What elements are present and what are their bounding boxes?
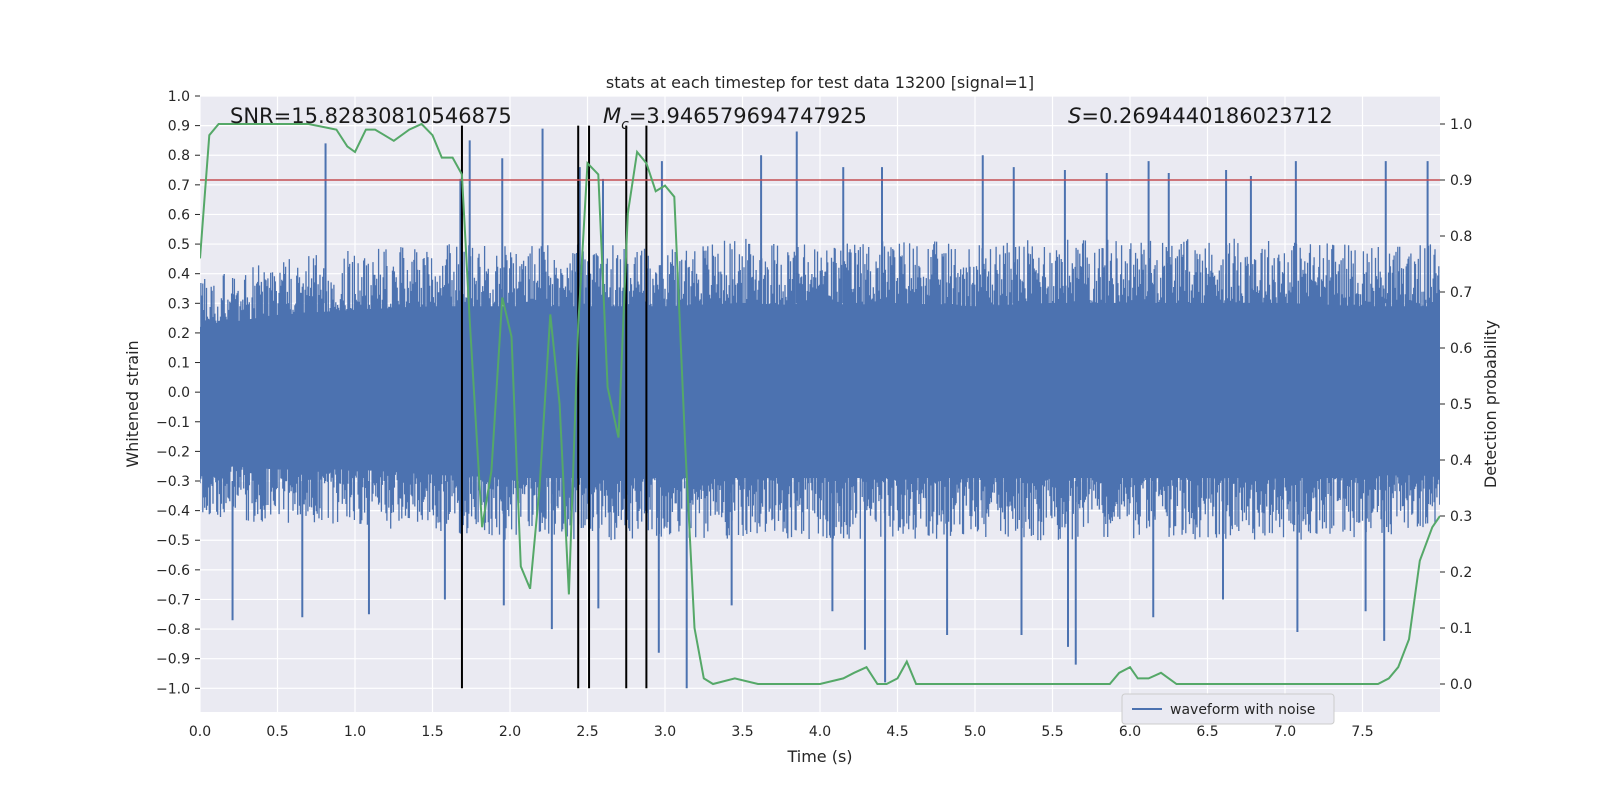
y-tick-label-right: 0.1: [1450, 621, 1472, 637]
x-tick-label: 5.0: [964, 724, 986, 740]
s-value: =0.2694440186023712: [1081, 104, 1332, 128]
s-symbol: S: [1068, 104, 1081, 128]
x-tick-label: 4.5: [886, 724, 908, 740]
x-tick-label: 3.0: [654, 724, 676, 740]
axes: 0.0 0.5 1.0 1.5 2.0 2.5 3.0 3.5 4.0 4.5 5.0 5.5 6.0 6…: [156, 89, 1472, 740]
y-tick-label-right: 1.0: [1450, 117, 1472, 133]
y-tick-label-left: 0.7: [168, 178, 190, 194]
y-tick-label-left: −0.6: [156, 563, 190, 579]
x-tick-label: 6.5: [1196, 724, 1218, 740]
y-tick-label-left: 0.4: [168, 267, 190, 283]
y-tick-label-left: 0.5: [168, 237, 190, 253]
y-tick-label-right: 0.8: [1450, 229, 1472, 245]
y-tick-label-left: −0.2: [156, 444, 190, 460]
x-tick-label: 1.0: [344, 724, 366, 740]
y-tick-label-left: −0.1: [156, 415, 190, 431]
y-tick-label-left: −0.5: [156, 533, 190, 549]
y-tick-label-left: 0.6: [168, 207, 190, 223]
y-tick-label-left: 0.8: [168, 148, 190, 164]
y-tick-label-right: 0.4: [1450, 453, 1472, 469]
y-tick-label-left: 1.0: [168, 89, 190, 105]
snr-annotation: SNR=15.82830810546875: [230, 104, 512, 128]
plot-content: [200, 122, 1440, 689]
chirp-mass-annotation: Mc=3.946579694747925: [603, 104, 867, 133]
y-axis-label-right: Detection probability: [1481, 320, 1500, 488]
y-tick-label-right: 0.0: [1450, 677, 1472, 693]
x-tick-label: 5.5: [1041, 724, 1063, 740]
y-tick-label-left: 0.0: [168, 385, 190, 401]
y-tick-label-right: 0.5: [1450, 397, 1472, 413]
y-tick-label-left: 0.2: [168, 326, 190, 342]
legend: waveform with noise: [1121, 693, 1335, 725]
y-tick-label-left: 0.3: [168, 296, 190, 312]
x-tick-label: 7.0: [1274, 724, 1296, 740]
chirp-mass-symbol: M: [603, 104, 621, 128]
s-annotation: S=0.2694440186023712: [1068, 104, 1333, 128]
y-tick-label-left: −0.9: [156, 652, 190, 668]
y-tick-label-left: −0.3: [156, 474, 190, 490]
x-tick-label: 1.5: [421, 724, 443, 740]
x-tick-label: 2.0: [499, 724, 521, 740]
y-tick-label-left: 0.9: [168, 119, 190, 135]
x-tick-label: 0.5: [266, 724, 288, 740]
y-tick-label-right: 0.2: [1450, 565, 1472, 581]
y-tick-label-right: 0.9: [1450, 173, 1472, 189]
x-tick-label: 7.5: [1351, 724, 1373, 740]
y-tick-label-right: 0.6: [1450, 341, 1472, 357]
y-tick-label-left: −0.4: [156, 504, 190, 520]
waveform-series: [200, 128, 1440, 689]
x-tick-label: 0.0: [189, 724, 211, 740]
chirp-mass-value: =3.946579694747925: [629, 104, 867, 128]
y-axis-label-left: Whitened strain: [123, 340, 142, 467]
y-tick-label-right: 0.3: [1450, 509, 1472, 525]
y-tick-label-left: −0.8: [156, 622, 190, 638]
x-tick-label: 6.0: [1119, 724, 1141, 740]
x-tick-label: 4.0: [809, 724, 831, 740]
chirp-mass-subscript: c: [621, 117, 629, 133]
y-tick-label-right: 0.7: [1450, 285, 1472, 301]
legend-label-waveform: waveform with noise: [1170, 702, 1315, 718]
chart-title: stats at each timestep for test data 132…: [606, 73, 1034, 92]
y-tick-label-left: 0.1: [168, 356, 190, 372]
legend-box: [1121, 693, 1335, 725]
y-tick-label-left: −1.0: [156, 681, 190, 697]
x-tick-label: 3.5: [731, 724, 753, 740]
y-tick-label-left: −0.7: [156, 592, 190, 608]
x-tick-label: 2.5: [576, 724, 598, 740]
x-axis-label: Time (s): [786, 747, 852, 766]
detection-probability-line: [200, 122, 1440, 686]
